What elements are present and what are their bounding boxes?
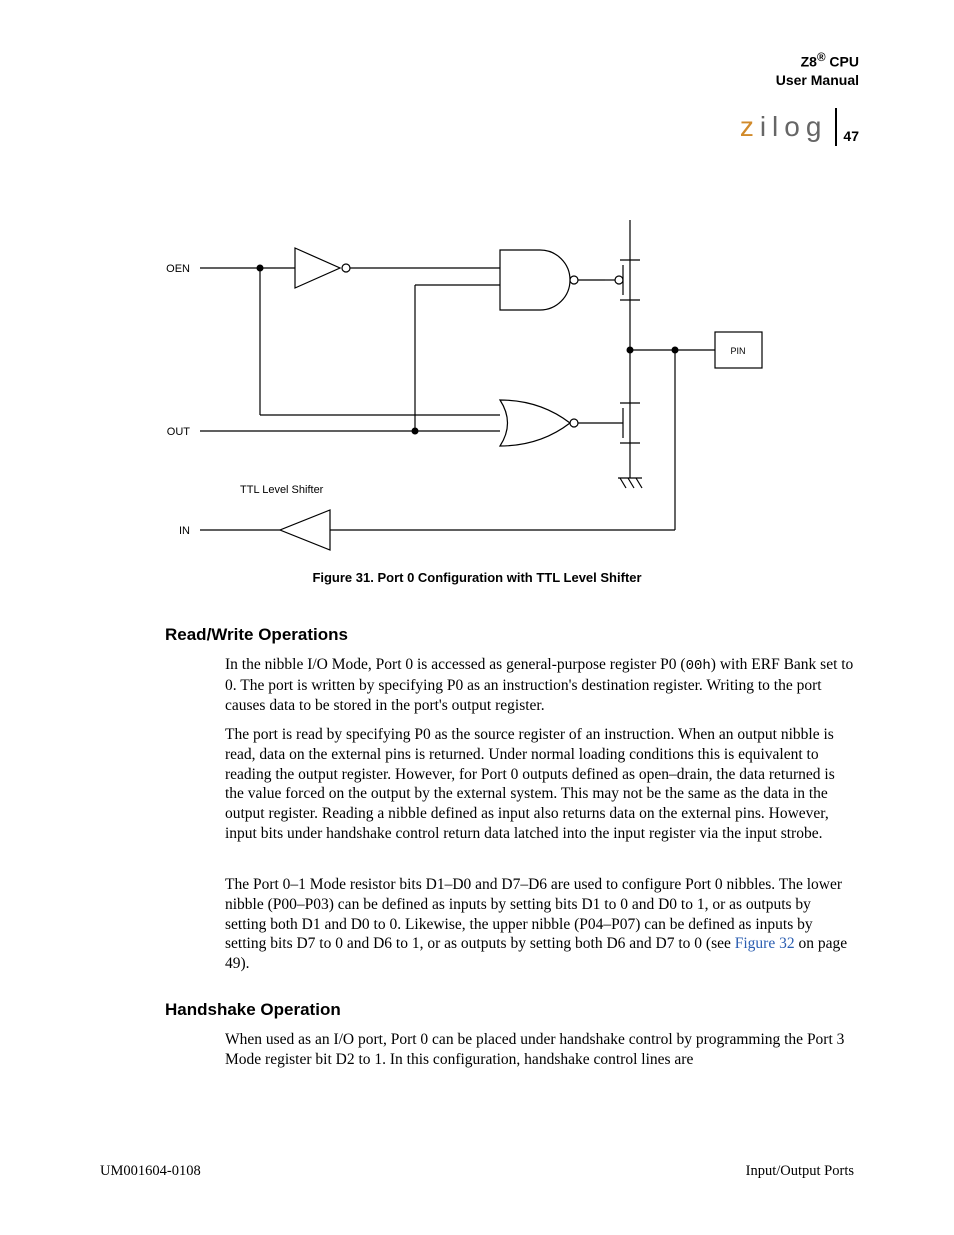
ttl-label: TTL Level Shifter xyxy=(240,484,324,496)
registered-mark: ® xyxy=(817,51,826,64)
doc-title-line2: User Manual xyxy=(776,71,859,89)
oen-label: OEN xyxy=(166,263,190,275)
pin-label: PIN xyxy=(730,346,745,356)
hs-heading: Handshake Operation xyxy=(165,1000,341,1020)
figure-32-link[interactable]: Figure 32 xyxy=(735,935,795,952)
logo-letter-z: z xyxy=(740,111,760,142)
rw-paragraph-3: The Port 0–1 Mode resistor bits D1–D0 an… xyxy=(225,875,855,974)
rw-heading: Read/Write Operations xyxy=(165,625,348,645)
circuit-diagram: OEN OUT xyxy=(160,210,800,560)
in-label: IN xyxy=(179,525,190,537)
rw-p1-a: In the nibble I/O Mode, Port 0 is access… xyxy=(225,656,686,673)
footer-doc-id: UM001604-0108 xyxy=(100,1163,201,1180)
logo-row: zilog 47 xyxy=(740,108,859,146)
page-number: 47 xyxy=(843,128,859,146)
rw-p1-code: 00h xyxy=(686,658,711,674)
zilog-logo: zilog xyxy=(740,111,828,143)
figure-caption: Figure 31. Port 0 Configuration with TTL… xyxy=(0,570,954,585)
logo-rest: ilog xyxy=(760,111,828,142)
hs-paragraph-1: When used as an I/O port, Port 0 can be … xyxy=(225,1030,855,1070)
product-name: Z8 xyxy=(801,54,817,70)
footer-section: Input/Output Ports xyxy=(746,1163,854,1180)
product-suffix: CPU xyxy=(826,54,859,70)
rw-paragraph-1: In the nibble I/O Mode, Port 0 is access… xyxy=(225,655,855,716)
page-header: Z8® CPU User Manual xyxy=(776,50,859,89)
out-label: OUT xyxy=(167,426,191,438)
doc-title-line1: Z8® CPU xyxy=(776,50,859,71)
page-number-divider xyxy=(835,108,837,146)
rw-paragraph-2: The port is read by specifying P0 as the… xyxy=(225,725,855,844)
